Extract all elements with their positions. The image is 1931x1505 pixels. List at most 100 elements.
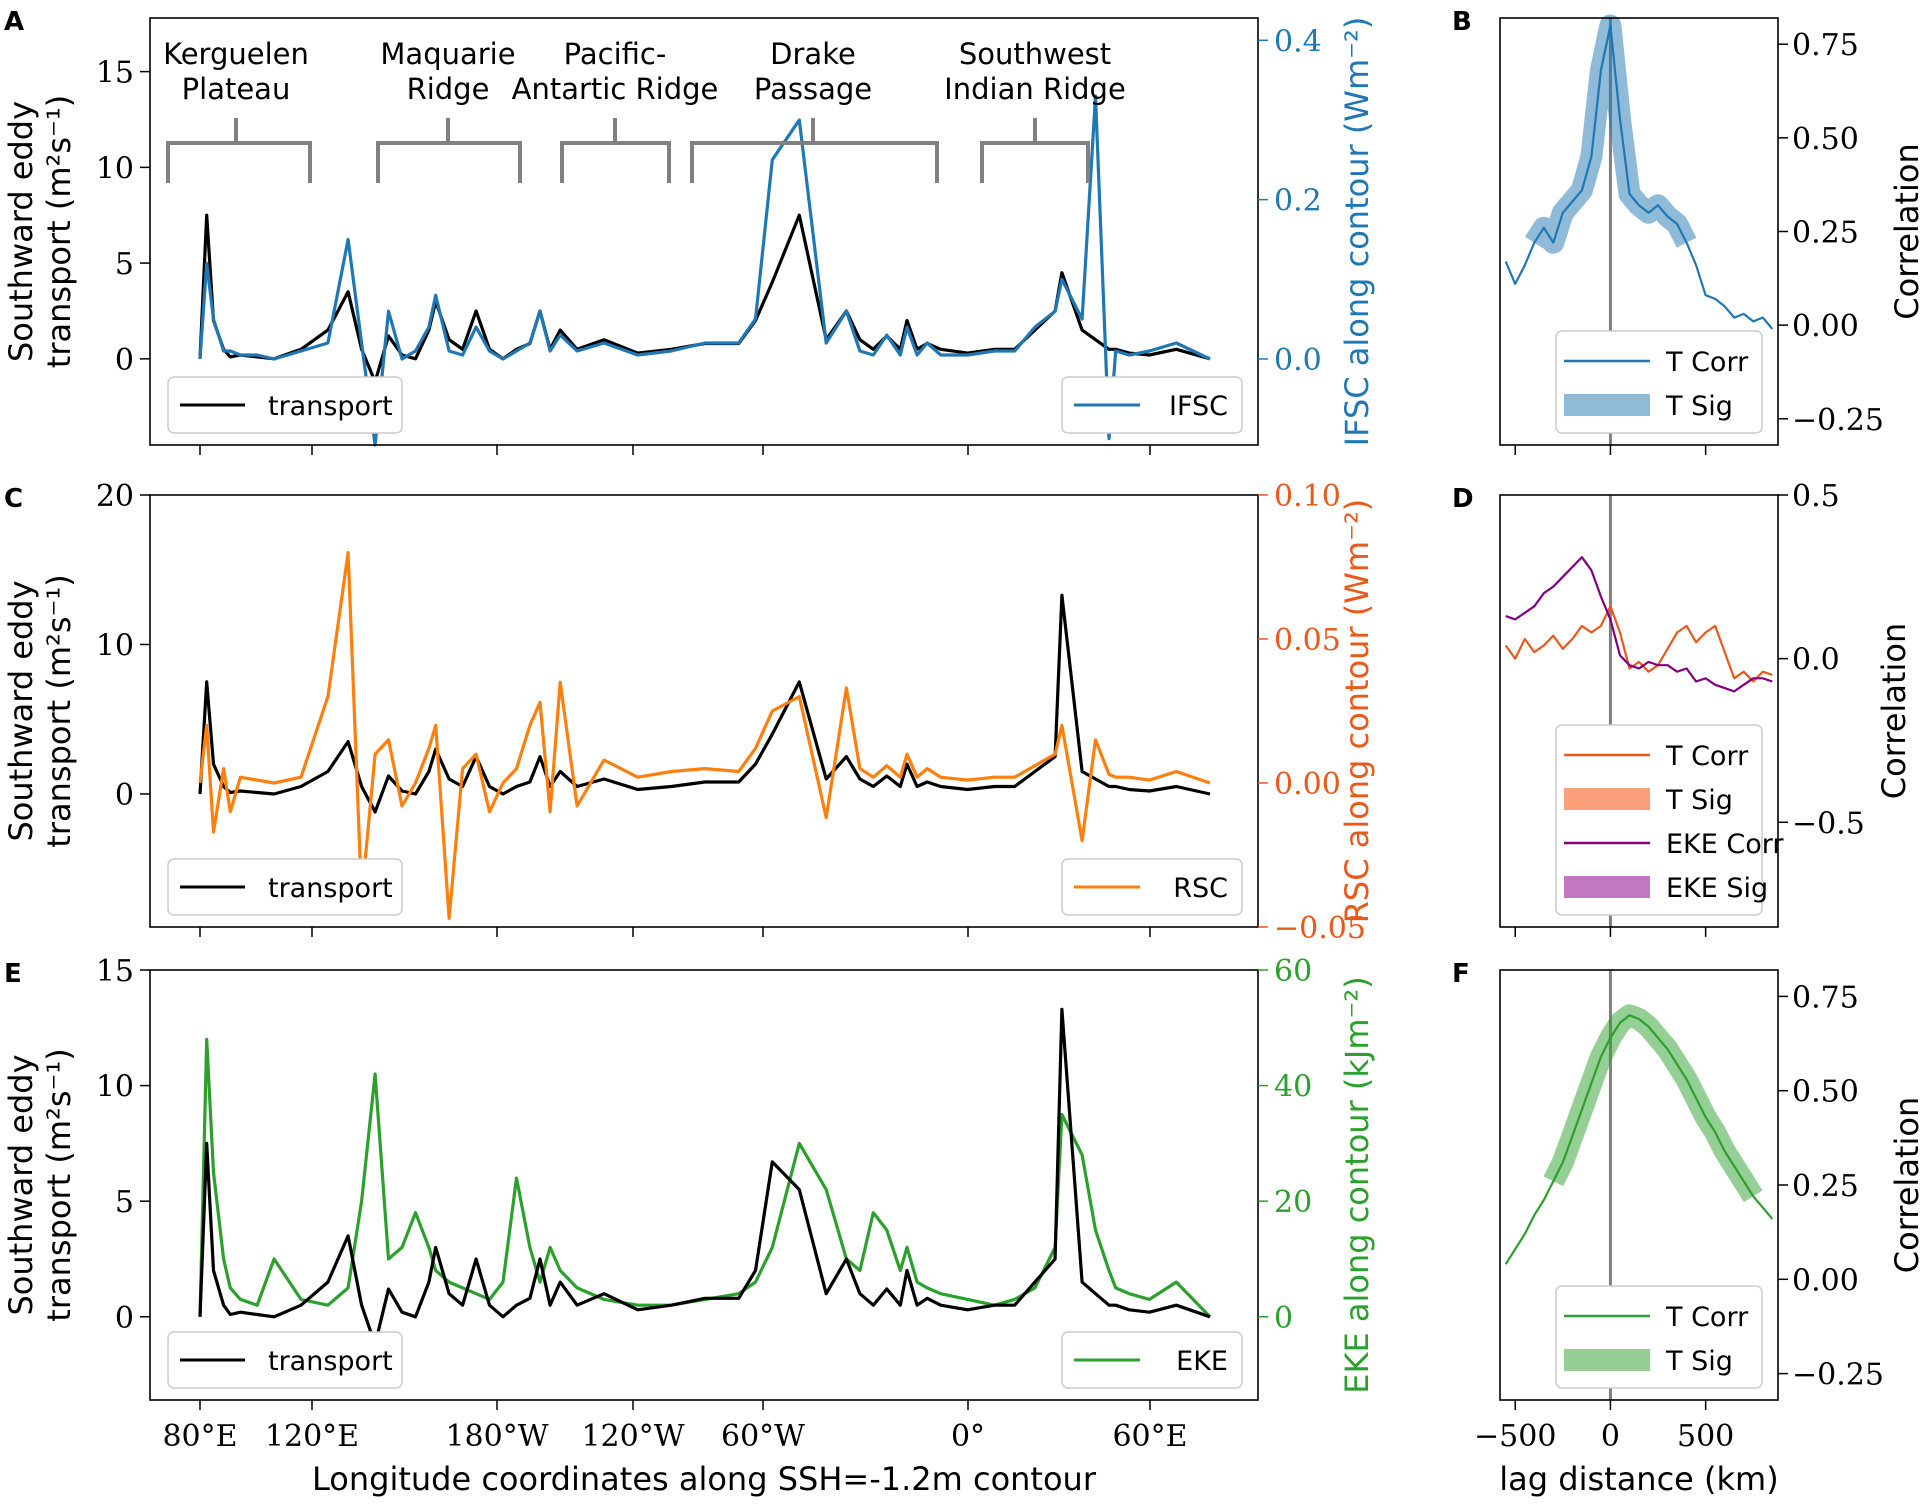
legend-box <box>167 1331 403 1389</box>
y-axis-label: Correlation <box>1888 1097 1926 1273</box>
ridge-annotation: Pacific-Antartic Ridge <box>512 37 719 183</box>
legend-text-transport: transport <box>268 391 393 422</box>
y-axis-label-line1: Southward eddy <box>2 1054 40 1315</box>
y-tick-label: 0.50 <box>1792 1075 1859 1110</box>
y2-tick-label: 0.05 <box>1274 623 1341 658</box>
legend-box <box>167 376 403 434</box>
y2-axis-label: RSC along contour (Wm⁻²) <box>1338 499 1376 924</box>
legend-text: T Sig <box>1665 1346 1733 1377</box>
legend-swatch-sig <box>1564 394 1650 416</box>
ridge-bracket <box>560 118 671 183</box>
legend-box <box>1061 858 1243 916</box>
ridge-bracket <box>980 118 1090 183</box>
legend-text-transport: transport <box>268 1346 393 1377</box>
y-tick-label: 0.25 <box>1792 1169 1859 1204</box>
y-tick-label: −0.25 <box>1792 403 1884 438</box>
y2-tick-label: 0 <box>1274 1301 1293 1336</box>
legend-text: T Corr <box>1665 741 1749 772</box>
y2-tick-label: 40 <box>1274 1070 1312 1105</box>
y-tick-label: 0.00 <box>1792 1263 1859 1298</box>
y-tick-label: 0.75 <box>1792 980 1859 1015</box>
x-tick-label: 120°E <box>265 1419 359 1454</box>
y-axis-label-line2: transport (m²s⁻¹) <box>40 95 78 368</box>
y-tick-label: 0.5 <box>1792 479 1840 514</box>
y-tick-label: 0 <box>115 778 134 813</box>
y2-tick-label: 0.00 <box>1274 767 1341 802</box>
panel-d: D −0.5 0.0 0.5 Correlation T Corr T Sig EKE Cor… <box>1452 479 1913 937</box>
x-tick-label: 120°W <box>581 1419 684 1454</box>
legend-eke: EKE <box>1061 1331 1243 1389</box>
ridge-bracket <box>166 118 312 183</box>
y-axis-label-line1: Southward eddy <box>2 580 40 841</box>
ridge-name-line1: Kerguelen <box>163 37 309 71</box>
series-transport-line <box>198 213 1211 384</box>
plot-frame <box>149 17 1259 446</box>
legend-text-rsc: RSC <box>1173 873 1228 904</box>
y2-tick-label: 0.0 <box>1274 343 1322 378</box>
legend-transport: transport <box>167 376 403 434</box>
series-eke-line <box>198 1037 1212 1318</box>
x-tick-label: 60°W <box>721 1419 805 1454</box>
y2-axis-label: EKE along contour (kJm⁻²) <box>1338 976 1376 1393</box>
y-tick-label: 0.25 <box>1792 216 1859 251</box>
legend-ifsc: IFSC <box>1061 376 1243 434</box>
legend-swatch-sig <box>1564 876 1650 898</box>
y-tick-label: 0.50 <box>1792 122 1859 157</box>
legend-text-transport: transport <box>268 873 393 904</box>
y-tick-label: 15 <box>96 954 134 989</box>
y-tick-label: 0 <box>115 1301 134 1336</box>
legend-text: T Sig <box>1665 391 1733 422</box>
y-axis-label-line2: transport (m²s⁻¹) <box>40 574 78 847</box>
x-tick-label: 0 <box>1601 1419 1620 1454</box>
y-tick-label: 0.75 <box>1792 28 1859 63</box>
y-tick-label: 10 <box>96 1070 134 1105</box>
y-axis-label: Correlation <box>1875 623 1913 799</box>
legend-text-eke: EKE <box>1176 1346 1228 1377</box>
legend-text-ifsc: IFSC <box>1169 391 1228 422</box>
panel-label: F <box>1452 959 1470 989</box>
legend-transport: transport <box>167 1331 403 1389</box>
series-rsc-line <box>198 551 1211 920</box>
legend: T Corr T Sig <box>1555 330 1763 434</box>
x-tick-label: −500 <box>1474 1419 1556 1454</box>
x-tick-label: 80°E <box>162 1419 237 1454</box>
legend: T Corr T Sig <box>1555 1285 1763 1389</box>
y-tick-label: 0.0 <box>1792 643 1840 678</box>
x-axis-longitude: 80°E 120°E 180°W 120°W 60°W 0° 60°E Longitude c… <box>162 1419 1187 1498</box>
plot-frame <box>149 494 1259 928</box>
panel-a: A 0 5 10 15 0.0 0.2 0.4 Southward eddytransport … <box>2 7 1376 455</box>
legend-text: EKE Corr <box>1666 829 1784 860</box>
ridge-name-line1: Southwest <box>959 37 1111 71</box>
panel-f: F −0.25 0.00 0.25 0.50 0.75 −500 0 500 lag distan… <box>1452 959 1926 1498</box>
legend: T Corr T Sig EKE Corr EKE Sig <box>1555 724 1784 916</box>
legend-box <box>167 858 403 916</box>
series-t-corr-line <box>1504 605 1773 683</box>
series-transport-line <box>198 1007 1211 1347</box>
panel-e: E 0 5 10 15 0 20 40 60 Southward eddytransport (m… <box>2 954 1376 1410</box>
ridge-name-line2: Ridge <box>407 72 490 106</box>
x-tick-label: 0° <box>951 1419 985 1454</box>
panel-label: A <box>4 7 24 37</box>
y-axis-label-line2: transport (m²s⁻¹) <box>40 1048 78 1321</box>
y-tick-label: −0.5 <box>1792 806 1865 841</box>
series-eke-corr-line <box>1505 556 1773 693</box>
y-axis-label: Correlation <box>1888 143 1926 319</box>
panel-label: E <box>4 959 22 989</box>
y-tick-label: 15 <box>96 56 134 91</box>
y-axis-label: Southward eddytransport (m²s⁻¹) <box>2 574 78 847</box>
x-tick-label: 60°E <box>1112 1419 1187 1454</box>
legend-rsc: RSC <box>1061 858 1243 916</box>
x-tick-label: 500 <box>1677 1419 1734 1454</box>
y-tick-label: 0 <box>115 343 134 378</box>
series-t-corr-line <box>1504 24 1774 330</box>
y-tick-label: 5 <box>115 247 134 282</box>
ridge-bracket <box>690 118 939 183</box>
series-ifsc-line <box>198 94 1211 447</box>
ridge-name-line2: Antartic Ridge <box>512 72 719 106</box>
y-tick-label: −0.25 <box>1792 1358 1884 1393</box>
y2-tick-label: 0.10 <box>1274 479 1341 514</box>
legend-text: EKE Sig <box>1666 873 1768 904</box>
